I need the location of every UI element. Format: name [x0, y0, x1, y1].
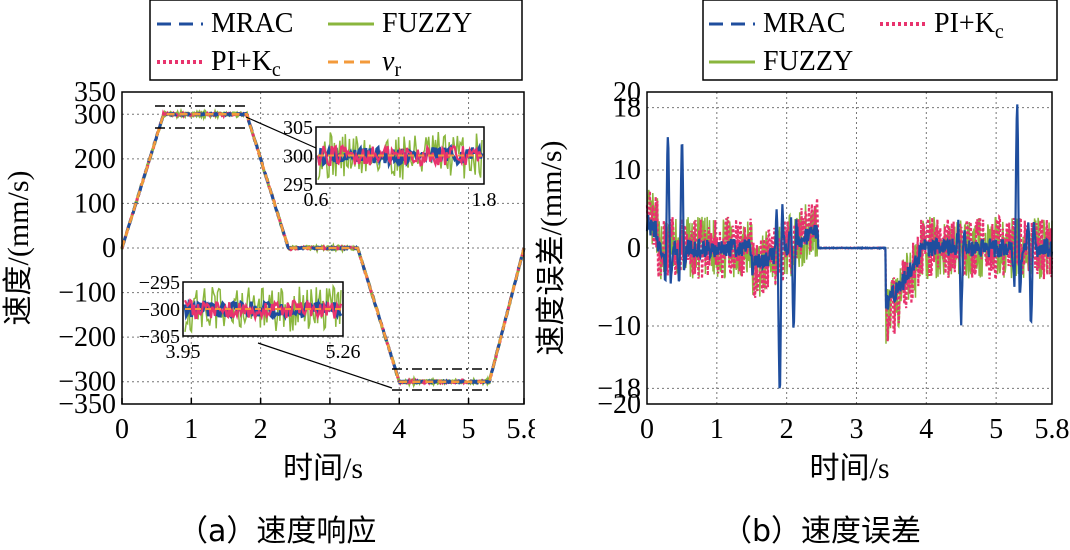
- plot-frame: [646, 91, 1053, 405]
- y-tick-label: −350: [58, 389, 116, 420]
- x-tick-label: 4: [392, 414, 406, 445]
- caption-a: （a）速度响应: [178, 514, 377, 549]
- x-tick-label: 5: [989, 414, 1003, 445]
- x-tick-label: 3: [849, 414, 863, 445]
- x-axis-label: 时间/s: [809, 452, 889, 485]
- x-tick-label: 0: [115, 414, 129, 445]
- y-tick-label: 100: [74, 188, 116, 219]
- speed-response-chart: 0 1 2 3 4 5 5.83503002001000−100−200−300−350时间…: [2, 0, 536, 485]
- inset-top-series-pik: [316, 143, 483, 169]
- x-tick-label: 1: [710, 414, 724, 445]
- legend-label-fuzzy: FUZZY: [382, 8, 472, 39]
- y-tick-label: 18: [613, 93, 641, 124]
- x-tick-label: 5: [462, 414, 476, 445]
- x-tick-label: 4: [919, 414, 933, 445]
- series-line-vr: [120, 113, 526, 383]
- y-tick-label: 0: [102, 233, 116, 264]
- y-tick-label: 300: [74, 99, 116, 130]
- y-tick-label: −300: [58, 367, 116, 398]
- y-tick-label: −20: [597, 389, 641, 420]
- series-line-mrac: [645, 104, 1054, 389]
- y-axis-label: 速度误差/(mm/s): [535, 141, 568, 356]
- zoom-connector-bottom: [257, 342, 393, 389]
- x-tick-label: 5.8: [1035, 414, 1070, 445]
- inset-top-x-tick-label: 1.8: [472, 189, 497, 211]
- legend-label-mrac: MRAC: [211, 8, 293, 39]
- caption-b: （b）速度误差: [722, 514, 922, 549]
- legend-label-mrac: MRAC: [763, 8, 845, 39]
- legend-label-pik: PI+Kc: [934, 8, 1004, 43]
- y-tick-label: 10: [613, 155, 641, 186]
- inset-top-y-tick-label: 300: [283, 146, 313, 168]
- x-tick-label: 3: [323, 414, 337, 445]
- inset-top-y-tick-label: 295: [283, 174, 313, 196]
- x-tick-label: 2: [254, 414, 268, 445]
- inset-bottom-y-tick-label: −305: [139, 326, 180, 348]
- inset-bottom-x-tick-label: 3.95: [166, 341, 201, 363]
- plot-frame: [121, 91, 525, 405]
- y-tick-label: 200: [74, 144, 116, 175]
- inset-bottom-y-tick-label: −295: [139, 272, 180, 294]
- inset-bottom-y-tick-label: −300: [139, 299, 180, 321]
- x-tick-label: 1: [184, 414, 198, 445]
- y-tick-label: −100: [58, 278, 116, 309]
- zoom-connector-top: [245, 116, 317, 149]
- y-tick-label: 0: [627, 233, 641, 264]
- x-tick-label: 2: [780, 414, 794, 445]
- y-tick-label: 20: [613, 77, 641, 108]
- legend-box: [702, 0, 1058, 81]
- inset-top-y-tick-label: 305: [283, 117, 313, 139]
- y-tick-label: −200: [58, 322, 116, 353]
- y-axis-label: 速度/(mm/s): [2, 171, 35, 326]
- x-tick-label: 5.8: [507, 414, 536, 445]
- y-tick-label: −10: [597, 311, 641, 342]
- x-axis-label: 时间/s: [283, 452, 363, 485]
- legend-label-fuzzy: FUZZY: [763, 46, 853, 77]
- legend-box: [149, 0, 523, 81]
- x-tick-label: 0: [640, 414, 654, 445]
- inset-top-series-mrac: [316, 142, 484, 170]
- legend-label-pik: PI+Kc: [211, 46, 281, 81]
- y-tick-label: 350: [74, 77, 116, 108]
- y-tick-label: −18: [597, 373, 641, 404]
- inset-top-x-tick-label: 0.6: [304, 189, 329, 211]
- inset-bottom-x-tick-label: 5.26: [326, 341, 361, 363]
